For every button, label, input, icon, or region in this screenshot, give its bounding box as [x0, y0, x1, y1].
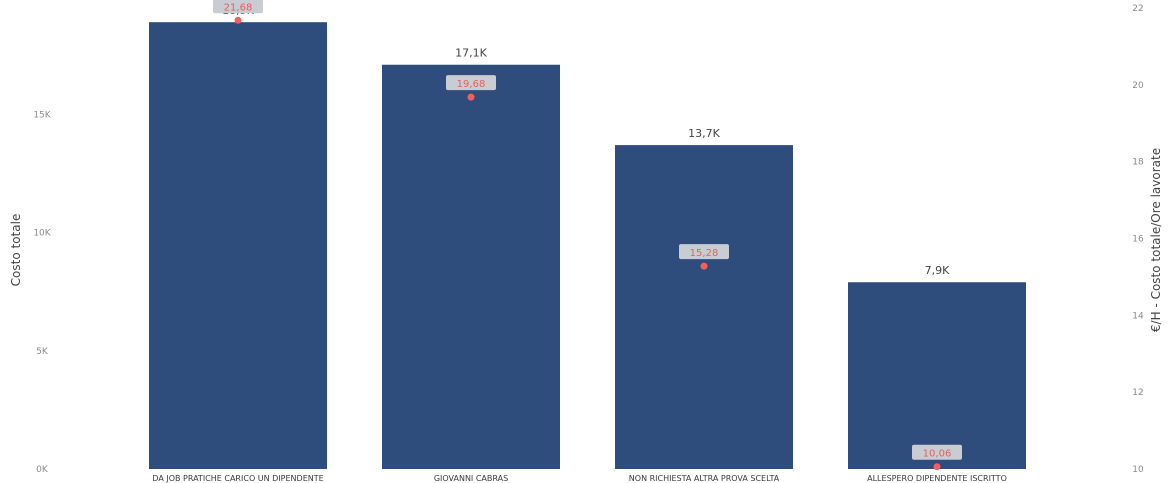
bar: [848, 282, 1026, 469]
category-label: DA JOB PRATICHE CARICO UN DIPENDENTE: [152, 474, 323, 483]
bar-value-label: 17,1K: [455, 47, 487, 60]
y2-tick-label: 18: [1132, 158, 1144, 168]
y2-tick-label: 16: [1132, 235, 1144, 245]
y2-tick-label: 22: [1132, 4, 1143, 14]
point-label-background: [912, 444, 962, 460]
y-tick-label: 5K: [36, 347, 49, 357]
data-point: [933, 463, 941, 471]
point-value-label: 10,06: [923, 449, 952, 460]
category-label: NON RICHIESTA ALTRA PROVA SCELTA: [629, 474, 780, 483]
point-value-label: 21,68: [224, 2, 253, 13]
bar-value-label: 7,9K: [925, 264, 950, 277]
category-label: ALLESPERO DIPENDENTE ISCRITTO: [867, 474, 1007, 483]
y-axis-title: Costo totale: [9, 214, 23, 287]
point-label-background: [213, 0, 263, 14]
y-tick-label: 0K: [36, 465, 49, 475]
bar: [149, 22, 327, 469]
y2-tick-label: 10: [1132, 465, 1144, 475]
point-value-label: 19,68: [457, 79, 486, 90]
data-point: [234, 16, 242, 24]
bar: [615, 145, 793, 469]
data-point: [467, 93, 475, 101]
category-label: GIOVANNI CABRAS: [434, 474, 508, 483]
y2-tick-label: 12: [1132, 388, 1143, 398]
point-value-label: 15,28: [690, 248, 719, 259]
bar: [382, 64, 560, 469]
point-label-background: [446, 75, 496, 91]
y2-tick-label: 14: [1132, 311, 1144, 321]
y2-tick-label: 20: [1132, 81, 1144, 91]
point-label-background: [679, 244, 729, 260]
y2-axis-title: €/H - Costo totale/Ore lavorate: [1149, 148, 1163, 332]
data-point: [700, 262, 708, 270]
y-tick-label: 10K: [33, 229, 51, 239]
bar-value-label: 13,7K: [688, 127, 720, 140]
y-tick-label: 15K: [33, 110, 51, 120]
